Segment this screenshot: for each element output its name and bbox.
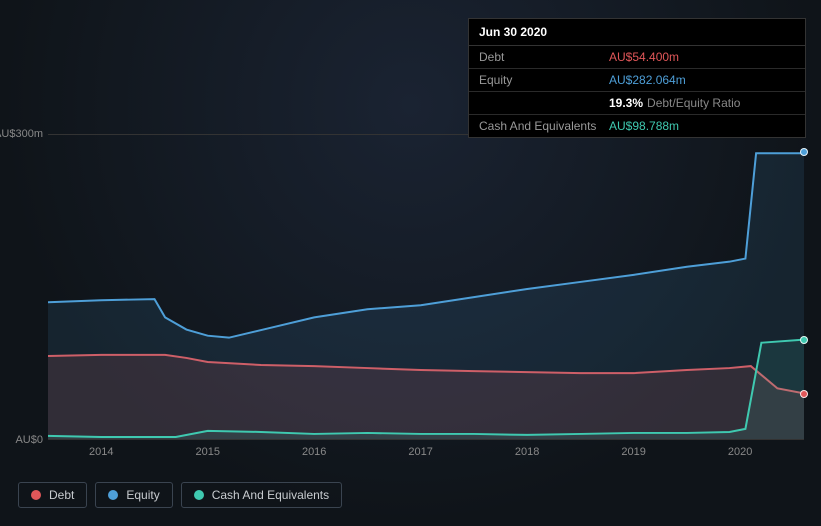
chart-legend: Debt Equity Cash And Equivalents [18,482,342,508]
x-axis-label: 2017 [408,446,432,458]
legend-label: Cash And Equivalents [212,488,329,502]
x-axis-label: 2015 [195,446,219,458]
x-axis-label: 2020 [728,446,752,458]
chart-tooltip: Jun 30 2020 DebtAU$54.400mEquityAU$282.0… [468,18,806,138]
legend-item[interactable]: Equity [95,482,172,508]
tooltip-row: Cash And EquivalentsAU$98.788m [469,115,805,137]
series-area [48,153,804,439]
tooltip-row-label: Cash And Equivalents [479,119,609,133]
tooltip-row-value: AU$98.788m [609,119,679,133]
tooltip-row-value: AU$54.400m [609,50,679,64]
tooltip-row-value: AU$282.064m [609,73,686,87]
legend-swatch [31,490,41,500]
tooltip-row-label: Equity [479,73,609,87]
x-axis-label: 2018 [515,446,539,458]
series-end-marker [800,336,808,344]
y-axis-label: AU$300m [0,128,43,140]
tooltip-row: EquityAU$282.064m [469,69,805,92]
series-end-marker [800,148,808,156]
tooltip-row-value: 19.3%Debt/Equity Ratio [609,96,740,110]
y-axis-label: AU$0 [15,434,43,446]
legend-label: Equity [126,488,159,502]
tooltip-date: Jun 30 2020 [469,19,805,46]
tooltip-row: DebtAU$54.400m [469,46,805,69]
chart-plot[interactable] [48,134,804,440]
legend-swatch [194,490,204,500]
chart-container: AU$0 AU$300m 2014 2015 2016 2017 2018 2019 2020 [0,120,821,480]
x-axis-label: 2014 [89,446,113,458]
legend-item[interactable]: Cash And Equivalents [181,482,342,508]
series-end-marker [800,390,808,398]
x-axis-label: 2016 [302,446,326,458]
tooltip-row: 19.3%Debt/Equity Ratio [469,92,805,115]
legend-item[interactable]: Debt [18,482,87,508]
legend-label: Debt [49,488,74,502]
x-axis-label: 2019 [621,446,645,458]
tooltip-row-label: Debt [479,50,609,64]
legend-swatch [108,490,118,500]
tooltip-row-label [479,96,609,110]
